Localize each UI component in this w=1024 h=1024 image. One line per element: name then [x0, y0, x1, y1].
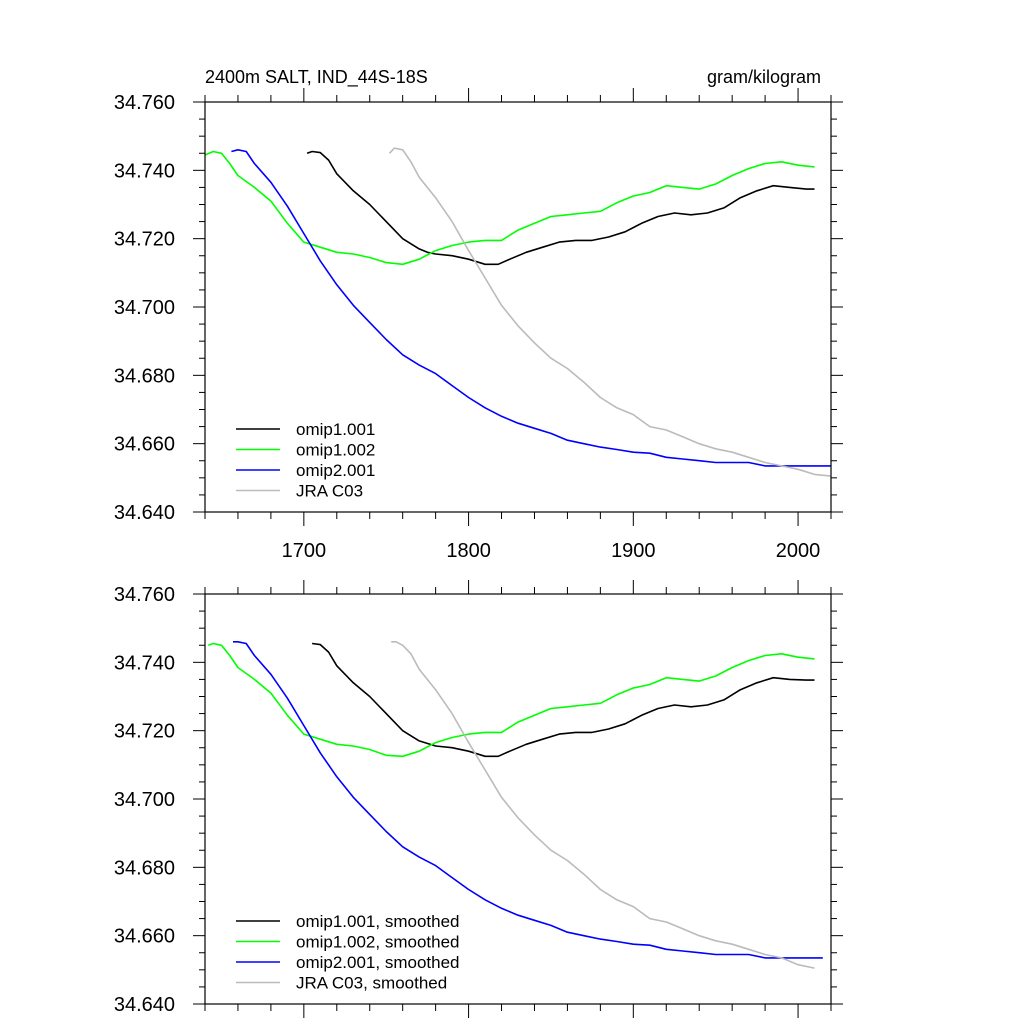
legend-label: omip1.001: [296, 420, 375, 439]
x-tick-label: 1700: [282, 540, 327, 562]
units-label: gram/kilogram: [707, 67, 821, 87]
y-tick-label: 34.680: [114, 365, 175, 387]
y-tick-label: 34.640: [114, 502, 175, 524]
legend-label: omip2.001: [296, 461, 375, 480]
x-tick-label: 1900: [611, 540, 656, 562]
series-line-0: [311, 642, 815, 758]
chart-panel-bottom: 34.640 34.660 34.680 34.700 34.720 34.740 34.7…: [114, 580, 843, 1018]
y-tick-label: 34.700: [114, 297, 175, 319]
y-tick-label: 34.740: [114, 652, 175, 674]
chart-panel-top: 1700 1800 1900 2000 34.640 34.660 34.680 34.700…: [114, 67, 843, 562]
y-tick-label: 34.740: [114, 160, 175, 182]
y-tick-label: 34.660: [114, 926, 175, 948]
legend-label: omip1.002: [296, 441, 375, 460]
x-tick-label: 1800: [446, 540, 491, 562]
series-line-3: [388, 147, 832, 477]
chart-title: 2400m SALT, IND_44S-18S: [205, 67, 428, 88]
y-tick-label: 34.720: [114, 721, 175, 743]
y-tick-label: 34.660: [114, 434, 175, 456]
series-line-2: [231, 149, 831, 467]
legend-label: omip1.001, smoothed: [296, 912, 460, 931]
legend-label: JRA C03, smoothed: [296, 974, 447, 993]
x-tick-label: 2000: [776, 540, 821, 562]
legend-label: omip2.001, smoothed: [296, 953, 460, 972]
series-line-3: [391, 641, 815, 969]
series-line-2: [233, 641, 823, 959]
y-tick-label: 34.760: [114, 584, 175, 606]
series-line-1: [204, 150, 815, 266]
series-line-1: [208, 642, 815, 758]
y-tick-label: 34.700: [114, 789, 175, 811]
y-tick-label: 34.720: [114, 229, 175, 251]
legend-label: JRA C03: [296, 482, 363, 501]
y-tick-label: 34.680: [114, 857, 175, 879]
legend-label: omip1.002, smoothed: [296, 933, 460, 952]
y-tick-label: 34.640: [114, 994, 175, 1016]
y-tick-label: 34.760: [114, 92, 175, 114]
series-line-0: [306, 150, 815, 266]
